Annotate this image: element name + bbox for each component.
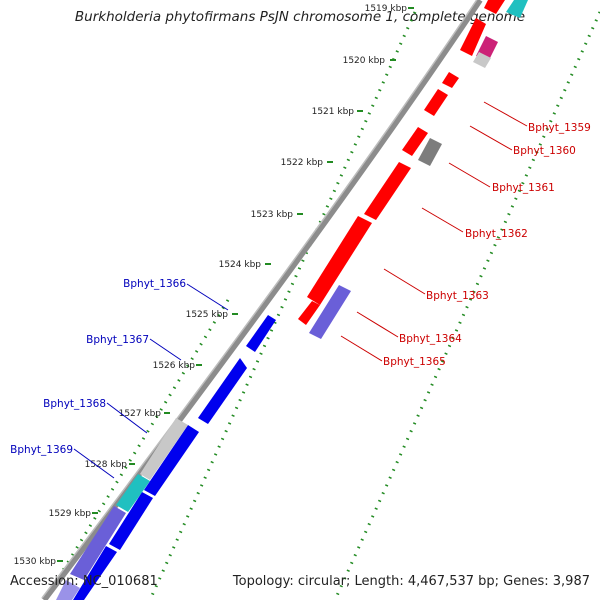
gene-label[interactable]: Bphyt_1366 bbox=[123, 278, 186, 290]
reverse-gene-labels: Bphyt_1366 Bphyt_1367 Bphyt_1368 Bphyt_1… bbox=[10, 278, 229, 479]
ruler-tick: 1529 kbp bbox=[49, 509, 98, 519]
gene-feature[interactable] bbox=[144, 425, 199, 496]
gene-feature[interactable] bbox=[506, 0, 528, 18]
ruler-label: 1525 kbp bbox=[186, 310, 229, 320]
ruler-label: 1520 kbp bbox=[343, 56, 386, 66]
gene-label-group: Bphyt_1361 bbox=[448, 162, 555, 194]
gene-label[interactable]: Bphyt_1365 bbox=[383, 356, 446, 368]
ruler-label: 1521 kbp bbox=[312, 107, 355, 117]
forward-gene-labels: Bphyt_1359 Bphyt_1360 Bphyt_1361 Bphyt_1… bbox=[340, 101, 591, 368]
gene-feature[interactable] bbox=[70, 506, 126, 580]
ruler-tick: 1521 kbp bbox=[312, 107, 363, 117]
gene-label[interactable]: Bphyt_1362 bbox=[465, 228, 528, 240]
reverse-genes bbox=[56, 315, 276, 600]
gene-label[interactable]: Bphyt_1369 bbox=[10, 444, 73, 456]
ruler-tick: 1528 kbp bbox=[85, 460, 135, 470]
gene-feature[interactable] bbox=[484, 0, 505, 14]
ruler-tick: 1520 kbp bbox=[343, 56, 396, 66]
gene-feature[interactable] bbox=[424, 89, 448, 116]
ruler-tick: 1526 kbp bbox=[153, 361, 202, 371]
gene-feature[interactable] bbox=[73, 546, 117, 600]
gene-feature[interactable] bbox=[140, 418, 188, 480]
gene-label-group: Bphyt_1365 bbox=[340, 335, 446, 368]
ruler-label: 1523 kbp bbox=[251, 210, 294, 220]
gene-label-group: Bphyt_1369 bbox=[10, 444, 115, 479]
gene-feature[interactable] bbox=[298, 301, 320, 325]
gene-feature[interactable] bbox=[246, 315, 276, 352]
ruler-label: 1530 kbp bbox=[14, 557, 57, 567]
ruler-tick: 1523 kbp bbox=[251, 210, 303, 220]
gene-feature[interactable] bbox=[473, 52, 491, 68]
gene-feature[interactable] bbox=[364, 162, 411, 220]
gene-label[interactable]: Bphyt_1363 bbox=[426, 290, 489, 302]
topology-summary-text: Topology: circular; Length: 4,467,537 bp… bbox=[232, 574, 590, 589]
genome-backbone-highlight bbox=[41, 0, 478, 599]
gene-label-group: Bphyt_1366 bbox=[123, 278, 229, 311]
ruler-label: 1522 kbp bbox=[281, 158, 324, 168]
gene-label-group: Bphyt_1363 bbox=[383, 268, 489, 302]
gene-feature[interactable] bbox=[198, 358, 247, 424]
gene-label-group: Bphyt_1368 bbox=[43, 398, 148, 434]
gene-label-group: Bphyt_1364 bbox=[356, 311, 462, 345]
ruler-label: 1529 kbp bbox=[49, 509, 92, 519]
ruler-label: 1519 kbp bbox=[365, 4, 408, 14]
forward-genes bbox=[298, 0, 528, 339]
gene-feature[interactable] bbox=[442, 72, 459, 88]
ruler-tick: 1524 kbp bbox=[219, 260, 271, 270]
ruler-labels: 1519 kbp 1520 kbp 1521 kbp 1522 kbp 1523… bbox=[14, 4, 414, 567]
gene-label[interactable]: Bphyt_1367 bbox=[86, 334, 149, 346]
ruler-label: 1527 kbp bbox=[119, 409, 162, 419]
gene-label[interactable]: Bphyt_1364 bbox=[399, 333, 462, 345]
ruler-track-outer bbox=[148, 11, 417, 600]
accession-text: Accession: NC_010681 bbox=[10, 574, 158, 589]
gene-feature[interactable] bbox=[307, 216, 372, 305]
ruler-label: 1528 kbp bbox=[85, 460, 128, 470]
gene-feature[interactable] bbox=[56, 580, 80, 600]
ruler-tick: 1525 kbp bbox=[186, 310, 238, 320]
ruler-label: 1526 kbp bbox=[153, 361, 196, 371]
gene-label[interactable]: Bphyt_1360 bbox=[513, 145, 576, 157]
ruler-tick: 1522 kbp bbox=[281, 158, 333, 168]
ruler-label: 1524 kbp bbox=[219, 260, 262, 270]
gene-feature[interactable] bbox=[309, 285, 351, 339]
gene-feature[interactable] bbox=[418, 138, 442, 166]
gene-feature[interactable] bbox=[460, 18, 486, 56]
gene-feature[interactable] bbox=[116, 474, 150, 512]
gene-label[interactable]: Bphyt_1359 bbox=[528, 122, 591, 134]
gene-label-group: Bphyt_1362 bbox=[421, 207, 528, 240]
ruler-tick: 1527 kbp bbox=[119, 409, 170, 419]
gene-label[interactable]: Bphyt_1368 bbox=[43, 398, 106, 410]
gene-label-group: Bphyt_1360 bbox=[469, 125, 576, 157]
ruler-track-inner bbox=[333, 11, 600, 600]
ruler-tick: 1519 kbp bbox=[365, 4, 414, 14]
gene-feature[interactable] bbox=[109, 492, 153, 550]
ruler-tick: 1530 kbp bbox=[14, 557, 63, 567]
gene-label-group: Bphyt_1359 bbox=[483, 101, 591, 134]
gene-label-group: Bphyt_1367 bbox=[86, 334, 182, 361]
gene-feature[interactable] bbox=[402, 127, 428, 156]
gene-label[interactable]: Bphyt_1361 bbox=[492, 182, 555, 194]
